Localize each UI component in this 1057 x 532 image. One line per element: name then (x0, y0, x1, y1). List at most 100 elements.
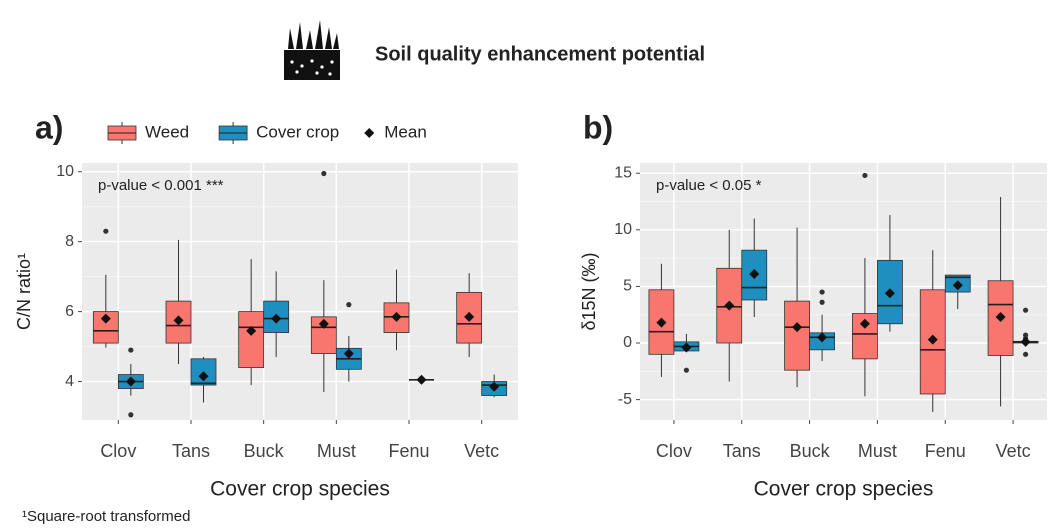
box (409, 374, 434, 385)
outlier (346, 302, 352, 308)
y-tick-label: -5 (618, 391, 632, 408)
mean-marker (952, 280, 963, 291)
x-tick-label: Clov (656, 441, 692, 461)
mean-marker (343, 348, 354, 359)
mean-marker (173, 315, 184, 326)
x-tick-label: Buck (244, 441, 285, 461)
box (92, 228, 119, 348)
box-body (784, 300, 810, 371)
y-axis-title: C/N ratio¹ (14, 253, 34, 330)
mean-marker (125, 376, 136, 387)
outlier (1022, 351, 1029, 357)
box (809, 289, 835, 362)
panel-label: b) (583, 109, 613, 145)
box (383, 269, 410, 351)
box (852, 172, 878, 397)
mean-marker (271, 313, 282, 324)
x-tick-label: Tans (172, 441, 210, 461)
mean-marker (416, 374, 427, 385)
footnote: ¹Square-root transformed (22, 508, 190, 525)
plot-background (82, 163, 518, 420)
box (987, 196, 1014, 407)
box-body (716, 267, 743, 344)
box (1012, 307, 1039, 357)
icon (284, 20, 340, 80)
mean-marker (792, 322, 803, 333)
y-tick-label: 8 (65, 233, 74, 250)
y-tick-label: 10 (56, 163, 74, 180)
y-tick-label: 10 (614, 221, 632, 238)
box (165, 239, 192, 365)
title: Soil quality enhancement potential (375, 43, 705, 65)
box (190, 357, 217, 403)
legend-label: Cover crop (256, 122, 339, 141)
mean-marker (927, 334, 938, 345)
x-tick-label: Must (858, 441, 897, 461)
box (310, 170, 337, 393)
mean-marker (489, 381, 500, 392)
mean-marker (817, 332, 828, 343)
outlier (321, 170, 327, 177)
outlier (819, 299, 825, 305)
x-tick-label: Vetc (996, 441, 1031, 461)
mean-marker (656, 317, 667, 328)
x-axis-title: Cover crop species (210, 478, 390, 501)
legend-label: Mean (384, 122, 427, 141)
outlier (103, 228, 109, 234)
x-tick-label: Vetc (464, 441, 499, 461)
mean-marker (749, 268, 760, 279)
box (784, 227, 810, 388)
box (456, 273, 483, 358)
box (238, 259, 265, 386)
mean-marker (995, 311, 1006, 322)
mean-marker (100, 313, 111, 324)
mean-marker (198, 371, 209, 382)
x-tick-label: Buck (790, 441, 831, 461)
x-tick-label: Must (317, 441, 356, 461)
box (481, 374, 508, 398)
box-body (238, 311, 265, 368)
y-tick-label: 15 (614, 164, 632, 181)
outlier (862, 172, 868, 179)
outlier (128, 347, 134, 353)
mean-marker (681, 342, 692, 353)
box (716, 229, 743, 382)
x-tick-label: Clov (100, 441, 136, 461)
mean-marker (884, 288, 895, 299)
box (335, 302, 362, 382)
box (263, 271, 290, 358)
outlier (819, 289, 825, 295)
annotation: p-value < 0.001 *** (98, 177, 224, 194)
outlier (1022, 307, 1029, 313)
y-tick-label: 4 (65, 373, 74, 390)
box (648, 263, 675, 377)
y-tick-label: 5 (623, 278, 632, 295)
annotation: p-value < 0.05 * (656, 177, 762, 194)
outlier (683, 367, 690, 373)
mean-marker (859, 318, 870, 329)
mean-marker (1020, 336, 1031, 347)
box (919, 250, 946, 413)
mean-marker (246, 325, 257, 336)
mean-marker (318, 318, 329, 329)
box-body (310, 316, 337, 354)
mean-marker (464, 311, 475, 322)
mean-marker (391, 311, 402, 322)
box (944, 274, 971, 310)
x-tick-label: Fenu (925, 441, 966, 461)
y-tick-label: 6 (65, 303, 74, 320)
x-tick-label: Tans (723, 441, 761, 461)
x-axis-title: Cover crop species (754, 478, 934, 501)
legend-label: Weed (145, 122, 189, 141)
box (673, 333, 700, 373)
plot-background (640, 163, 1047, 420)
legend-mean-marker (364, 128, 375, 138)
box (877, 215, 903, 332)
y-tick-label: 0 (623, 334, 632, 351)
box (117, 347, 144, 418)
x-tick-label: Fenu (388, 441, 429, 461)
box-body (919, 289, 946, 395)
panel-label: a) (35, 109, 63, 145)
mean-marker (724, 300, 735, 311)
